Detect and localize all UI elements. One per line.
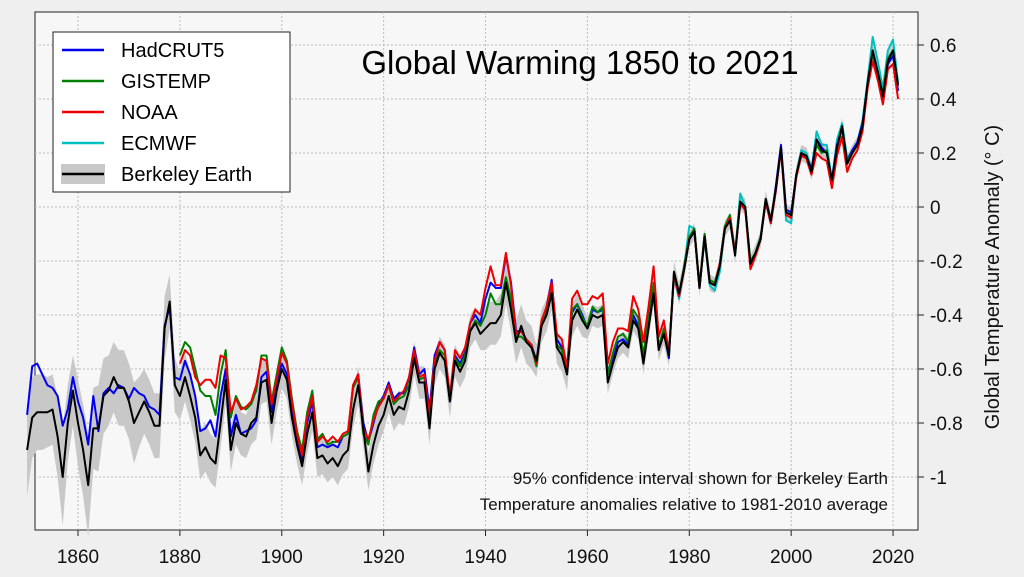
x-tick-label: 1880 bbox=[159, 547, 201, 568]
x-tick-label: 1900 bbox=[261, 547, 303, 568]
y-tick-label: -0.6 bbox=[930, 360, 963, 381]
x-tick-label: 2020 bbox=[872, 547, 914, 568]
annotation-baseline: Temperature anomalies relative to 1981-2… bbox=[480, 495, 888, 514]
legend-label-ecmwf: ECMWF bbox=[121, 133, 197, 155]
y-tick-label: 0.2 bbox=[930, 144, 956, 165]
legend-label-noaa: NOAA bbox=[121, 102, 178, 124]
x-tick-label: 1920 bbox=[362, 547, 404, 568]
legend-label-berkeley-earth: Berkeley Earth bbox=[121, 164, 252, 186]
legend: HadCRUT5 GISTEMP NOAA ECMWF Berkeley Earth bbox=[52, 31, 291, 193]
y-tick-label: -0.2 bbox=[930, 252, 963, 273]
x-tick-label: 1960 bbox=[566, 547, 608, 568]
x-axis: 1860 1880 1900 1920 1940 1960 1980 2000 2020 bbox=[57, 530, 914, 568]
y-tick-label: -0.4 bbox=[930, 306, 963, 327]
legend-label-hadcrut5: HadCRUT5 bbox=[121, 40, 224, 62]
y-tick-label: 0.6 bbox=[930, 36, 956, 57]
series-layer bbox=[26, 35, 900, 487]
annotation-confidence: 95% confidence interval shown for Berkel… bbox=[513, 469, 888, 488]
series-line-berkeley-earth bbox=[26, 49, 900, 487]
y-tick-label: -0.8 bbox=[930, 414, 963, 435]
y-tick-label: 0.4 bbox=[930, 90, 957, 111]
legend-label-gistemp: GISTEMP bbox=[121, 71, 211, 93]
x-tick-label: 1940 bbox=[464, 547, 506, 568]
x-tick-label: 1860 bbox=[57, 547, 99, 568]
y-tick-label: 0 bbox=[930, 198, 941, 219]
x-tick-label: 1980 bbox=[668, 547, 710, 568]
x-tick-label: 2000 bbox=[770, 547, 812, 568]
y-axis: 0.6 0.4 0.2 0 -0.2 -0.4 -0.6 -0.8 -1 bbox=[918, 36, 963, 489]
y-tick-label: -1 bbox=[930, 468, 947, 489]
y-axis-label: Global Temperature Anomaly (° C) bbox=[982, 125, 1004, 429]
chart-title: Global Warming 1850 to 2021 bbox=[361, 44, 798, 81]
